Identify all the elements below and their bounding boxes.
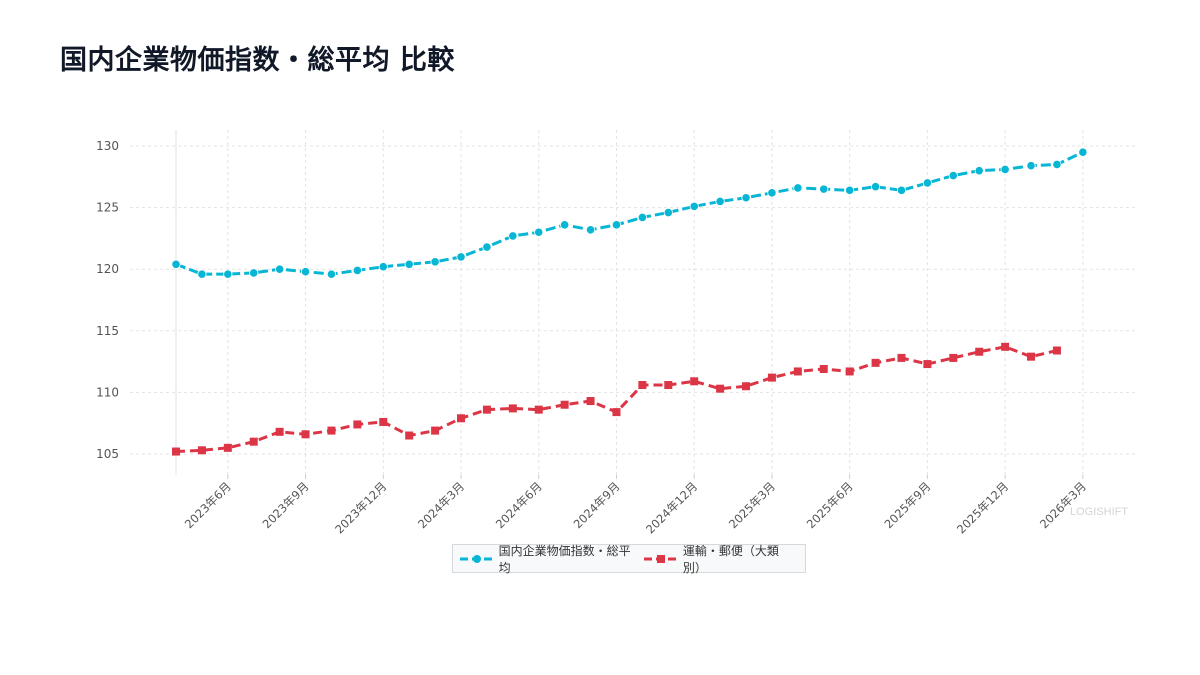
- y-tick-label: 130: [96, 139, 119, 153]
- data-point: [716, 384, 725, 393]
- data-point: [534, 405, 543, 414]
- data-point: [1052, 346, 1061, 355]
- data-point: [793, 367, 802, 376]
- data-point: [922, 178, 932, 188]
- x-tick-label: 2025年6月: [804, 479, 856, 531]
- data-point: [482, 405, 491, 414]
- data-point: [663, 207, 673, 218]
- data-point: [793, 183, 803, 193]
- legend-circle-marker-icon: [460, 554, 493, 563]
- data-point: [456, 252, 466, 262]
- x-tick-label: 2024年3月: [415, 479, 467, 531]
- legend-label: 国内企業物価指数・総平均: [498, 543, 631, 575]
- x-tick-label: 2025年12月: [954, 479, 1011, 536]
- data-point: [249, 268, 259, 278]
- data-point: [948, 170, 958, 181]
- data-point: [742, 382, 751, 391]
- x-tick-label: 2023年9月: [260, 479, 312, 531]
- x-tick-label: 2025年3月: [726, 479, 778, 531]
- x-tick-label: 2023年6月: [182, 479, 234, 531]
- data-point: [923, 360, 932, 369]
- data-point: [326, 269, 337, 279]
- data-point: [223, 443, 232, 452]
- data-point: [482, 242, 492, 252]
- data-point: [560, 400, 569, 409]
- data-point: [300, 267, 311, 277]
- data-point: [223, 269, 233, 279]
- data-point: [819, 364, 828, 373]
- data-point: [637, 212, 647, 223]
- legend-item-series-0[interactable]: 国内企業物価指数・総平均: [459, 542, 633, 576]
- x-tick-label: 2024年12月: [643, 479, 700, 536]
- data-point: [404, 259, 414, 269]
- data-point: [275, 264, 285, 274]
- data-point: [586, 397, 595, 406]
- data-point: [897, 353, 906, 362]
- data-point: [275, 427, 284, 436]
- series-line-0: [175, 150, 1084, 276]
- data-point: [690, 377, 699, 386]
- data-point: [1000, 164, 1010, 175]
- y-tick-label: 110: [96, 385, 119, 399]
- watermark: LOGISHIFT: [1070, 506, 1129, 518]
- data-point: [611, 220, 622, 230]
- data-point: [949, 353, 958, 362]
- data-point: [353, 420, 362, 429]
- data-point: [430, 257, 440, 267]
- data-point: [612, 408, 621, 417]
- data-point: [975, 347, 984, 356]
- data-point: [301, 430, 310, 439]
- data-point: [431, 426, 440, 435]
- data-point: [457, 414, 466, 423]
- data-point: [249, 437, 258, 446]
- y-tick-label: 105: [96, 447, 119, 461]
- data-point: [534, 227, 544, 237]
- x-tick-label: 2024年9月: [571, 479, 623, 531]
- data-point: [974, 166, 984, 176]
- data-point: [197, 446, 206, 455]
- legend-label: 運輸・郵便（大類別）: [682, 543, 779, 575]
- data-point: [405, 431, 414, 440]
- data-point: [845, 185, 855, 195]
- data-point: [896, 185, 907, 195]
- data-point: [560, 220, 570, 230]
- data-point: [871, 358, 880, 367]
- data-point: [715, 196, 725, 207]
- legend-item-series-1[interactable]: 運輸・郵便（大類別）: [643, 542, 795, 576]
- data-point: [845, 367, 854, 376]
- x-tick-label: 2023年12月: [332, 479, 389, 536]
- legend: 国内企業物価指数・総平均 運輸・郵便（大類別）: [452, 542, 806, 576]
- legend-square-marker-icon: [644, 554, 677, 563]
- data-point: [689, 201, 699, 211]
- data-point: [819, 184, 829, 194]
- data-point: [767, 373, 776, 382]
- data-point: [172, 447, 180, 456]
- x-tick-label: 2024年6月: [493, 479, 545, 531]
- data-point: [1078, 147, 1088, 157]
- data-point: [171, 259, 181, 269]
- data-point: [638, 381, 647, 390]
- data-point: [379, 417, 388, 426]
- y-tick-label: 115: [96, 324, 119, 338]
- data-point: [1001, 342, 1010, 351]
- data-point: [1026, 161, 1036, 171]
- data-point: [870, 182, 881, 192]
- data-point: [352, 265, 362, 276]
- y-tick-label: 120: [96, 262, 119, 276]
- data-point: [1052, 159, 1062, 170]
- data-point: [508, 404, 517, 413]
- data-point: [327, 426, 336, 435]
- data-point: [508, 231, 518, 241]
- data-point: [767, 188, 777, 198]
- data-point: [197, 269, 207, 279]
- chart-title: 国内企業物価指数・総平均 比較: [60, 45, 455, 76]
- data-point: [1027, 352, 1036, 361]
- y-tick-label: 125: [96, 201, 119, 215]
- data-point: [378, 262, 388, 272]
- x-tick-label: 2025年9月: [881, 479, 933, 531]
- data-point: [585, 225, 596, 235]
- data-point: [664, 381, 673, 390]
- data-point: [741, 193, 751, 203]
